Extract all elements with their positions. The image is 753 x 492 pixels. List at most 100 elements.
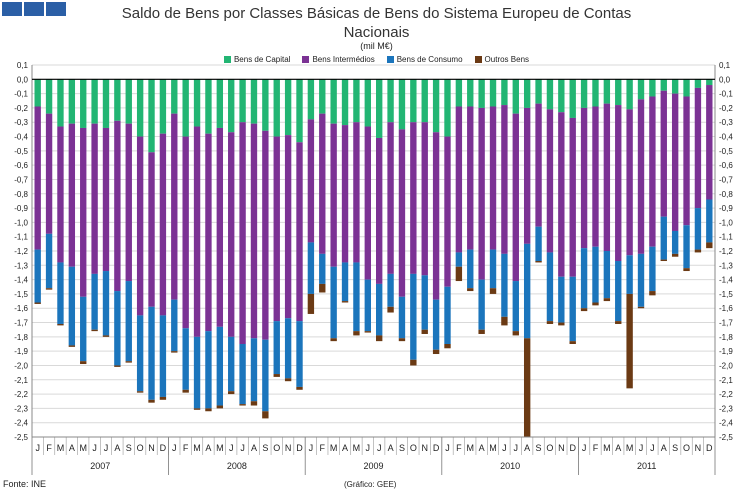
x-tick-label-month: J [309,443,314,453]
bar-consumo [114,291,121,366]
bar-capital [159,79,167,134]
y-tick-label-left: -2,1 [14,376,28,385]
y-tick-label-right: -2,5 [719,433,733,442]
x-tick-label-month: A [342,443,348,453]
bar-outros [626,293,633,389]
bar-capital [68,79,76,124]
bar-intermedios [535,103,542,227]
bar-consumo [262,339,269,412]
bar-outros [410,359,417,366]
y-tick-label-right: -1,9 [719,347,733,356]
bar-consumo [649,246,656,292]
x-tick-label-month: J [172,443,177,453]
x-tick-label-month: J [240,443,245,453]
bar-capital [125,79,132,124]
x-tick-label-month: D [296,443,303,453]
bar-outros [478,329,485,334]
x-tick-label-month: M [57,443,65,453]
y-tick-label-right: -0,6 [719,161,733,170]
bar-capital [694,79,702,88]
bar-consumo [205,331,212,409]
bar-capital [319,79,326,114]
y-tick-label-right: -1,5 [719,290,733,299]
ine-logo [2,2,66,16]
bar-outros [671,253,679,257]
bar-consumo [182,328,189,390]
bar-capital [535,79,542,104]
bar-intermedios [182,136,189,329]
bar-consumo [626,255,633,294]
bar-consumo [228,336,235,392]
bar-outros [114,365,121,367]
y-tick-label-left: -1,7 [14,319,28,328]
bar-outros [205,408,212,412]
bar-capital [432,79,440,133]
x-tick-label-month: D [433,443,440,453]
x-tick-label-month: M [330,443,338,453]
legend-item-capital: Bens de Capital [223,55,290,64]
legend-swatch-capital [223,56,231,63]
x-tick-label-month: J [650,443,655,453]
bar-outros [125,361,132,363]
bar-intermedios [57,126,64,263]
bar-consumo [615,261,622,322]
bar-consumo [478,279,485,330]
bar-outros [57,323,64,326]
bar-outros [444,344,451,349]
bar-consumo [319,253,326,284]
x-tick-label-month: S [126,443,132,453]
bar-intermedios [239,122,246,344]
bar-intermedios [387,122,394,274]
bar-capital [546,79,554,110]
bar-outros [193,408,201,410]
y-tick-label-left: -0,6 [14,161,28,170]
y-tick-label-right: -1,2 [719,247,733,256]
bar-capital [683,79,690,97]
bar-intermedios [501,105,508,254]
y-tick-label-left: -2,0 [14,361,28,370]
bar-capital [603,79,611,104]
bar-outros [307,293,315,314]
x-tick-label-month: N [695,443,702,453]
y-tick-label-right: -0,7 [719,175,733,184]
x-tick-label-year: 2010 [500,461,520,471]
x-tick-label-month: J [514,443,519,453]
bar-consumo [239,344,246,405]
y-tick-label-left: -1,8 [14,333,28,342]
x-tick-label-month: J [582,443,587,453]
bar-intermedios [683,96,690,226]
bar-intermedios [284,135,292,319]
bar-intermedios [193,126,201,337]
bar-outros [432,349,440,355]
bar-consumo [410,273,417,360]
bar-capital [216,79,224,128]
y-tick-label-left: -0,7 [14,175,28,184]
x-tick-label-month: M [467,443,475,453]
bar-consumo [637,253,645,307]
chart-unit: (mil M€) [360,41,393,51]
bar-consumo [444,286,451,344]
bar-outros [706,242,713,249]
bar-capital [444,79,451,137]
bar-consumo [603,251,611,299]
bar-outros [501,316,508,326]
x-tick-label-month: M [603,443,611,453]
y-tick-label-right: -2,2 [719,390,733,399]
y-tick-label-left: -2,2 [14,390,28,399]
bar-consumo [364,279,371,332]
y-tick-label-left: -1,0 [14,218,28,227]
x-tick-label-year: 2009 [363,461,383,471]
x-tick-label-month: J [502,443,507,453]
bar-consumo [273,321,280,375]
y-tick-label-left: -1,3 [14,261,28,270]
bar-consumo [284,318,292,379]
y-tick-label-left: -0,9 [14,204,28,213]
x-tick-label-month: D [569,443,576,453]
bar-intermedios [114,120,121,292]
bar-intermedios [580,107,588,249]
chart-title-line-2: Nacionais [343,24,410,41]
bar-capital [193,79,201,127]
bar-intermedios [660,90,667,217]
bar-consumo [193,336,201,409]
x-tick-label-month: D [160,443,167,453]
